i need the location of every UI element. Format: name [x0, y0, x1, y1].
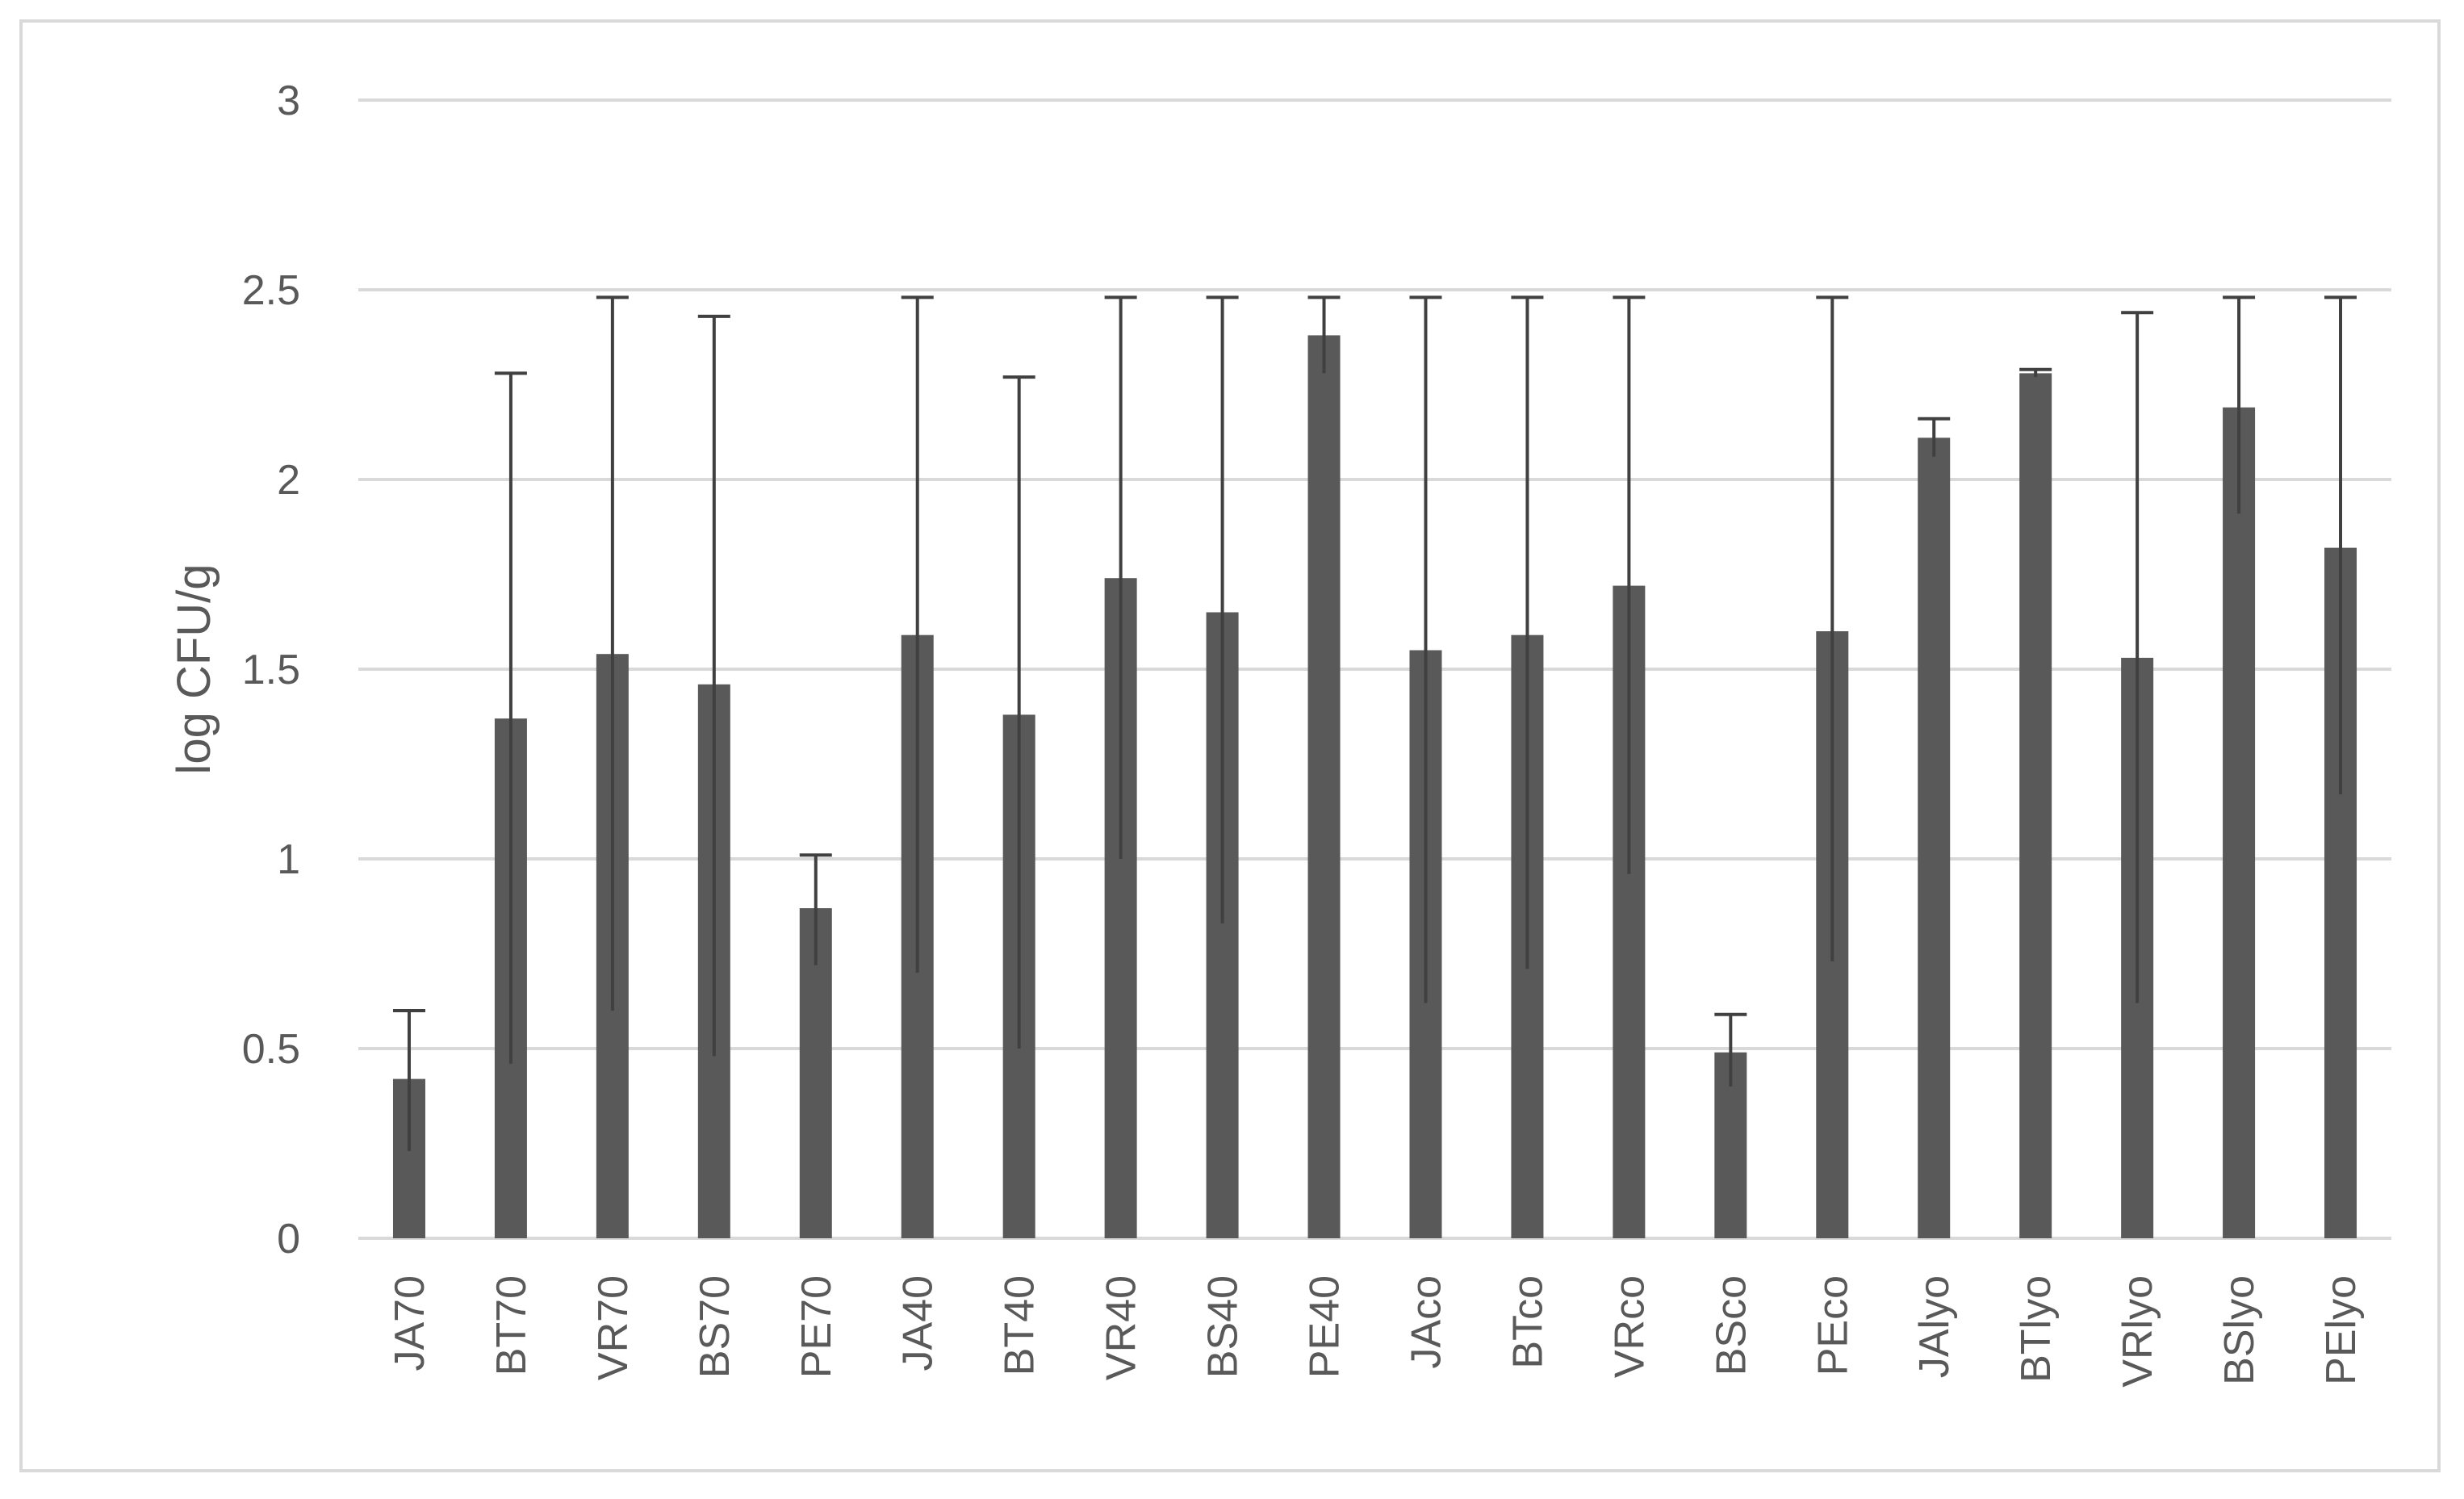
gridlines [358, 98, 2391, 1240]
x-tick-label: BSlyo [2216, 1275, 2263, 1385]
x-tick-label: BTlyo [2013, 1275, 2060, 1383]
bar [1307, 335, 1341, 1238]
y-tick-label: 0 [277, 1216, 300, 1262]
x-tick-label: VRco [1606, 1275, 1653, 1378]
x-tick-label: PElyo [2318, 1275, 2365, 1385]
y-axis-title: log CFU/g [168, 563, 220, 774]
x-tick-label: VR70 [590, 1275, 637, 1380]
y-tick-label: 2.5 [242, 267, 300, 314]
x-tick-label: PE70 [793, 1275, 840, 1378]
x-tick-label: BTco [1504, 1275, 1551, 1369]
x-tick-label: PE40 [1302, 1275, 1349, 1378]
x-tick-label: BS40 [1200, 1275, 1247, 1378]
x-tick-label: VRlyo [2115, 1275, 2161, 1388]
x-tick-label: BS70 [692, 1275, 738, 1378]
bar [1918, 438, 1951, 1238]
y-tick-label: 1.5 [242, 647, 300, 693]
x-tick-label: BT40 [997, 1275, 1044, 1375]
x-tick-label: JAco [1403, 1275, 1450, 1369]
x-tick-label: JA40 [895, 1275, 942, 1371]
x-tick-label: JAlyo [1911, 1275, 1958, 1378]
x-tick-label: VR40 [1098, 1275, 1145, 1380]
x-tick-label: JA70 [387, 1275, 433, 1371]
x-tick-label: PEco [1809, 1275, 1856, 1375]
bars [392, 335, 2357, 1239]
y-tick-label: 2 [277, 457, 300, 504]
y-tick-label: 3 [277, 77, 300, 124]
bar-chart: 0 0.5 1 1.5 2 2.5 3 JA70 BT70 VR70 BS70 PE70 JA40 BT… [168, 77, 2391, 1388]
x-tick-label: BSco [1708, 1275, 1755, 1375]
y-tick-label: 1 [277, 836, 300, 883]
y-tick-label: 0.5 [242, 1026, 300, 1073]
y-tick-labels: 0 0.5 1 1.5 2 2.5 3 [242, 77, 300, 1262]
chart-frame: 0 0.5 1 1.5 2 2.5 3 JA70 BT70 VR70 BS70 PE70 JA40 BT… [19, 19, 2441, 1472]
x-tick-labels: JA70 BT70 VR70 BS70 PE70 JA40 BT40 VR40 BS40 PE40… [387, 1275, 2365, 1388]
x-tick-label: BT70 [488, 1275, 535, 1375]
error-bars [392, 295, 2357, 1151]
bar [2019, 373, 2052, 1238]
bar [2223, 407, 2256, 1239]
